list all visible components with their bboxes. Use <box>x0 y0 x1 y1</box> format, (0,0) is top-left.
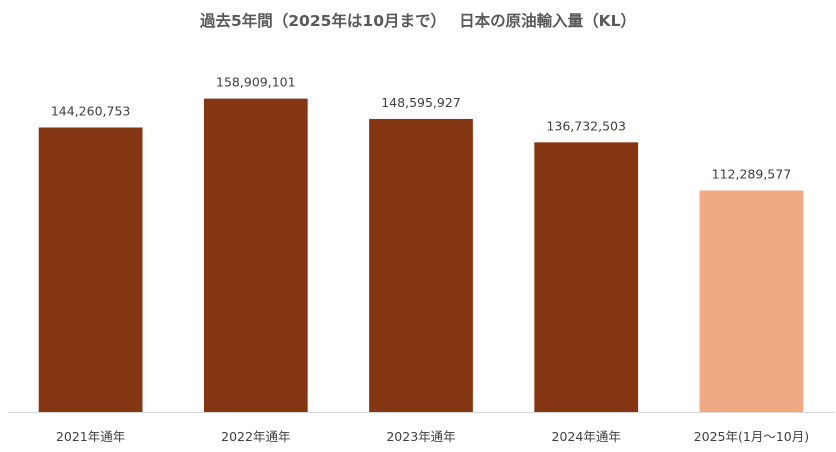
bar-4 <box>534 142 639 412</box>
data-labels-group: 144,260,753 158,909,101 148,595,927 136,732… <box>51 75 791 182</box>
category-label-2: 2022年通年 <box>221 429 290 444</box>
chart-title: 過去5年間（2025年は10月まで） 日本の原油輸入量（KL） <box>199 12 637 30</box>
category-label-5: 2025年(1月～10月) <box>694 429 809 444</box>
category-label-3: 2023年通年 <box>386 429 455 444</box>
data-label-2: 158,909,101 <box>216 75 296 90</box>
data-label-3: 148,595,927 <box>381 95 461 110</box>
data-label-4: 136,732,503 <box>546 118 626 133</box>
data-label-5: 112,289,577 <box>712 167 792 182</box>
bar-5 <box>699 190 804 412</box>
category-label-4: 2024年通年 <box>552 429 621 444</box>
bar-2 <box>203 98 308 412</box>
bars-group <box>38 98 804 413</box>
category-label-1: 2021年通年 <box>56 429 125 444</box>
data-label-1: 144,260,753 <box>51 103 131 118</box>
category-labels-group: 2021年通年 2022年通年 2023年通年 2024年通年 2025年(1月～10月… <box>56 429 809 444</box>
bar-1 <box>38 127 143 413</box>
bar-3 <box>369 118 473 412</box>
